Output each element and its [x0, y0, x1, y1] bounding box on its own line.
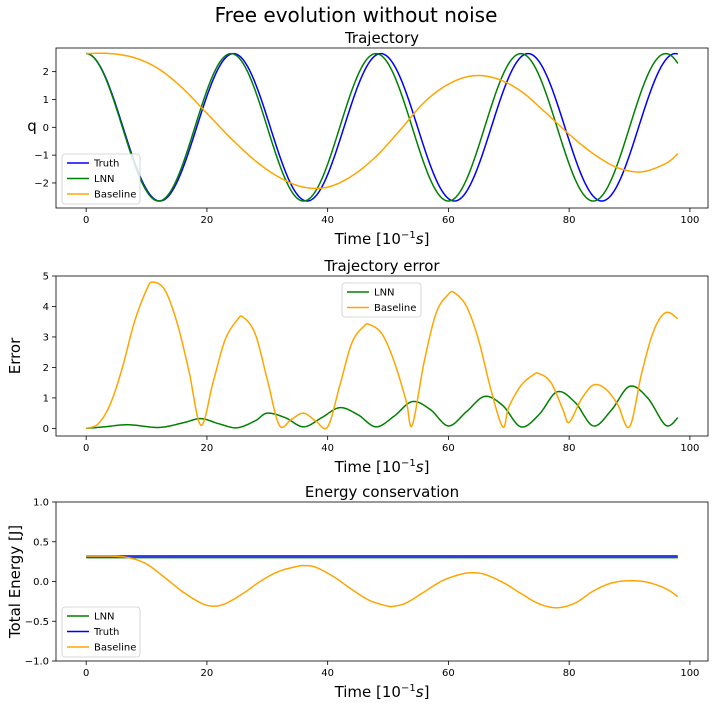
y-tick-label: 1: [43, 95, 49, 106]
chart-panel-trajectory-error: Trajectory error 0 20 40 60 80 100 0 1 2 3 4 5 Time […: [6, 257, 709, 476]
y-tick-label: 2: [43, 67, 49, 78]
series-line-baseline: [85, 281, 679, 430]
x-tick-label: 20: [201, 443, 214, 454]
x-tick-label: 40: [321, 668, 334, 679]
plot-frame: [55, 47, 709, 209]
chart-title: Trajectory error: [323, 257, 440, 275]
series-line-truth: [86, 52, 678, 202]
x-tick-label: 100: [680, 443, 699, 454]
series-line-baseline: [86, 555, 679, 609]
legend-label-truth: Truth: [93, 159, 119, 170]
chart-panel-trajectory: Trajectory 0 20 40 60 80 100 −2 −1 0 1 2 Time [10−1s…: [27, 29, 709, 248]
plot-frame: [55, 275, 709, 437]
chart-title: Energy conservation: [305, 483, 459, 501]
chart-title: Trajectory: [344, 29, 419, 47]
y-tick-label: 0.0: [33, 577, 49, 588]
y-axis-label: Error: [6, 337, 24, 374]
y-tick-label: 1.0: [33, 498, 49, 509]
series-line-lnn: [86, 52, 679, 202]
x-tick-label: 80: [563, 215, 576, 226]
legend-label-baseline: Baseline: [94, 190, 136, 201]
y-tick-label: 0: [43, 123, 49, 134]
legend: LNN Truth Baseline: [61, 606, 141, 658]
y-axis-label: q: [27, 117, 37, 135]
y-tick-label: −0.5: [25, 617, 49, 628]
series-line-baseline: [86, 52, 679, 190]
y-tick-label: 5: [43, 272, 49, 283]
y-tick-label: 2: [43, 363, 49, 374]
x-tick-label: 100: [680, 668, 699, 679]
x-tick-label: 0: [83, 215, 89, 226]
y-tick-label: −1.0: [25, 657, 49, 668]
x-tick-label: 60: [442, 443, 455, 454]
x-tick-label: 0: [83, 443, 89, 454]
legend-label-lnn: LNN: [94, 612, 115, 623]
x-tick-label: 100: [680, 215, 699, 226]
legend-label-lnn: LNN: [374, 288, 395, 299]
legend-box: [61, 606, 141, 658]
x-tick-label: 20: [201, 215, 214, 226]
x-axis-label: Time [10−1s]: [334, 230, 430, 248]
x-axis-label: Time [10−1s]: [334, 683, 430, 701]
y-tick-label: −1: [34, 151, 49, 162]
y-tick-label: 1: [43, 393, 49, 404]
legend-label-truth: Truth: [93, 627, 119, 638]
legend-label-baseline: Baseline: [94, 643, 136, 654]
chart-panel-energy-conservation: Energy conservation 0 20 40 60 80 100 −1.0 −0.5 0…: [6, 483, 709, 701]
y-tick-label: 4: [43, 302, 49, 313]
x-tick-label: 60: [442, 215, 455, 226]
y-tick-label: 3: [43, 332, 49, 343]
y-tick-label: −2: [34, 178, 49, 189]
legend: Truth LNN Baseline: [61, 153, 141, 205]
x-tick-label: 80: [563, 668, 576, 679]
plot-frame: [55, 501, 709, 662]
y-tick-label: 0.5: [33, 537, 49, 548]
x-tick-label: 60: [442, 668, 455, 679]
y-tick-label: 0: [43, 424, 49, 435]
x-axis-label: Time [10−1s]: [334, 458, 430, 476]
x-tick-label: 20: [201, 668, 214, 679]
series-line-lnn: [86, 385, 679, 430]
figure-title: Free evolution without noise: [215, 3, 498, 27]
x-tick-label: 40: [321, 443, 334, 454]
y-axis-label: Total Energy [J]: [6, 525, 24, 639]
legend-label-lnn: LNN: [94, 174, 115, 185]
legend: LNN Baseline: [341, 282, 422, 318]
legend-label-baseline: Baseline: [374, 303, 416, 314]
x-tick-label: 80: [563, 443, 576, 454]
legend-box: [61, 153, 141, 205]
x-tick-label: 0: [83, 668, 89, 679]
x-tick-label: 40: [321, 215, 334, 226]
